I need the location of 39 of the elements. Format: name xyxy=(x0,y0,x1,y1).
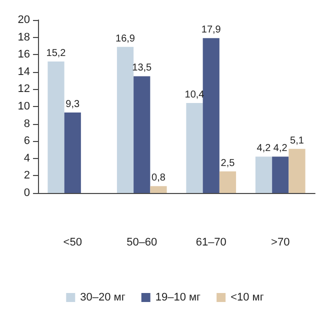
y-tick-label: 6 xyxy=(24,135,30,148)
bar xyxy=(288,148,306,193)
bar xyxy=(202,38,220,193)
x-tick-label: 61–70 xyxy=(196,236,226,248)
x-tick-label: <50 xyxy=(63,236,82,248)
y-tick-label: 4 xyxy=(24,152,30,164)
bar xyxy=(272,156,289,193)
legend-label: <10 мг xyxy=(230,292,264,304)
data-label: 17,9 xyxy=(201,24,222,36)
data-label: 4,2 xyxy=(256,143,272,154)
y-tick-label: 16 xyxy=(18,48,30,61)
data-label: 0,8 xyxy=(152,172,166,184)
data-label: 2,5 xyxy=(220,158,236,169)
legend-label: 30–20 мг xyxy=(80,292,126,304)
legend-label: 19–10 мг xyxy=(155,292,201,304)
bar xyxy=(186,103,203,193)
y-tick-label: 10 xyxy=(18,100,30,112)
data-label: 13,5 xyxy=(132,62,152,74)
y-tick-label: 8 xyxy=(24,118,30,130)
y-tick-label: 20 xyxy=(18,14,30,26)
data-label: 4,2 xyxy=(273,143,288,154)
y-tick-label: 12 xyxy=(18,83,30,96)
data-label: 16,9 xyxy=(116,33,136,44)
bar xyxy=(116,46,134,193)
data-label: 5,1 xyxy=(290,135,304,146)
y-tick-label: 14 xyxy=(18,66,30,78)
data-label: 15,2 xyxy=(46,48,66,60)
y-tick-label: 0 xyxy=(24,187,30,199)
bar xyxy=(150,186,167,193)
bar xyxy=(48,62,64,193)
x-tick-label: 50–60 xyxy=(126,236,158,248)
y-tick-label: 18 xyxy=(18,31,30,44)
data-label: 9,3 xyxy=(66,99,80,110)
x-tick-label: >70 xyxy=(271,236,290,248)
y-tick-label: 2 xyxy=(24,170,30,182)
bar xyxy=(219,171,236,193)
bar xyxy=(64,112,81,193)
bar xyxy=(134,76,150,193)
bar xyxy=(255,156,272,193)
